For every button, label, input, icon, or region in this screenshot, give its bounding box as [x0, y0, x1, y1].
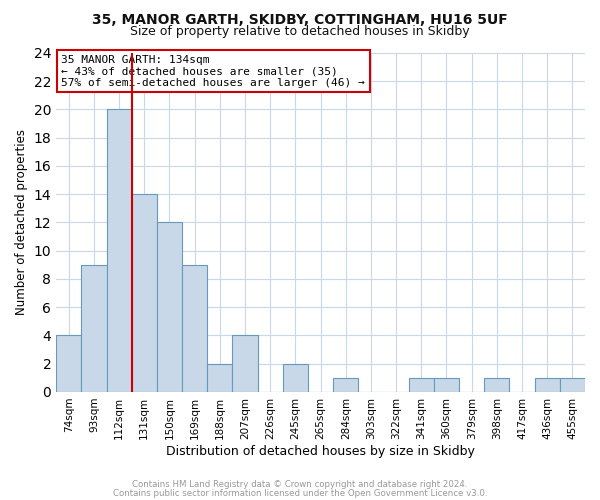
Bar	[56, 336, 82, 392]
Bar	[409, 378, 434, 392]
X-axis label: Distribution of detached houses by size in Skidby: Distribution of detached houses by size …	[166, 444, 475, 458]
Bar	[207, 364, 232, 392]
Bar	[333, 378, 358, 392]
Bar	[560, 378, 585, 392]
Bar	[283, 364, 308, 392]
Text: 35, MANOR GARTH, SKIDBY, COTTINGHAM, HU16 5UF: 35, MANOR GARTH, SKIDBY, COTTINGHAM, HU1…	[92, 12, 508, 26]
Text: Size of property relative to detached houses in Skidby: Size of property relative to detached ho…	[130, 25, 470, 38]
Text: Contains public sector information licensed under the Open Government Licence v3: Contains public sector information licen…	[113, 488, 487, 498]
Bar	[182, 265, 207, 392]
Bar	[132, 194, 157, 392]
Bar	[434, 378, 459, 392]
Bar	[82, 265, 107, 392]
Bar	[484, 378, 509, 392]
Bar	[107, 110, 132, 392]
Text: 35 MANOR GARTH: 134sqm
← 43% of detached houses are smaller (35)
57% of semi-det: 35 MANOR GARTH: 134sqm ← 43% of detached…	[61, 54, 365, 88]
Y-axis label: Number of detached properties: Number of detached properties	[15, 130, 28, 316]
Bar	[232, 336, 257, 392]
Text: Contains HM Land Registry data © Crown copyright and database right 2024.: Contains HM Land Registry data © Crown c…	[132, 480, 468, 489]
Bar	[157, 222, 182, 392]
Bar	[535, 378, 560, 392]
